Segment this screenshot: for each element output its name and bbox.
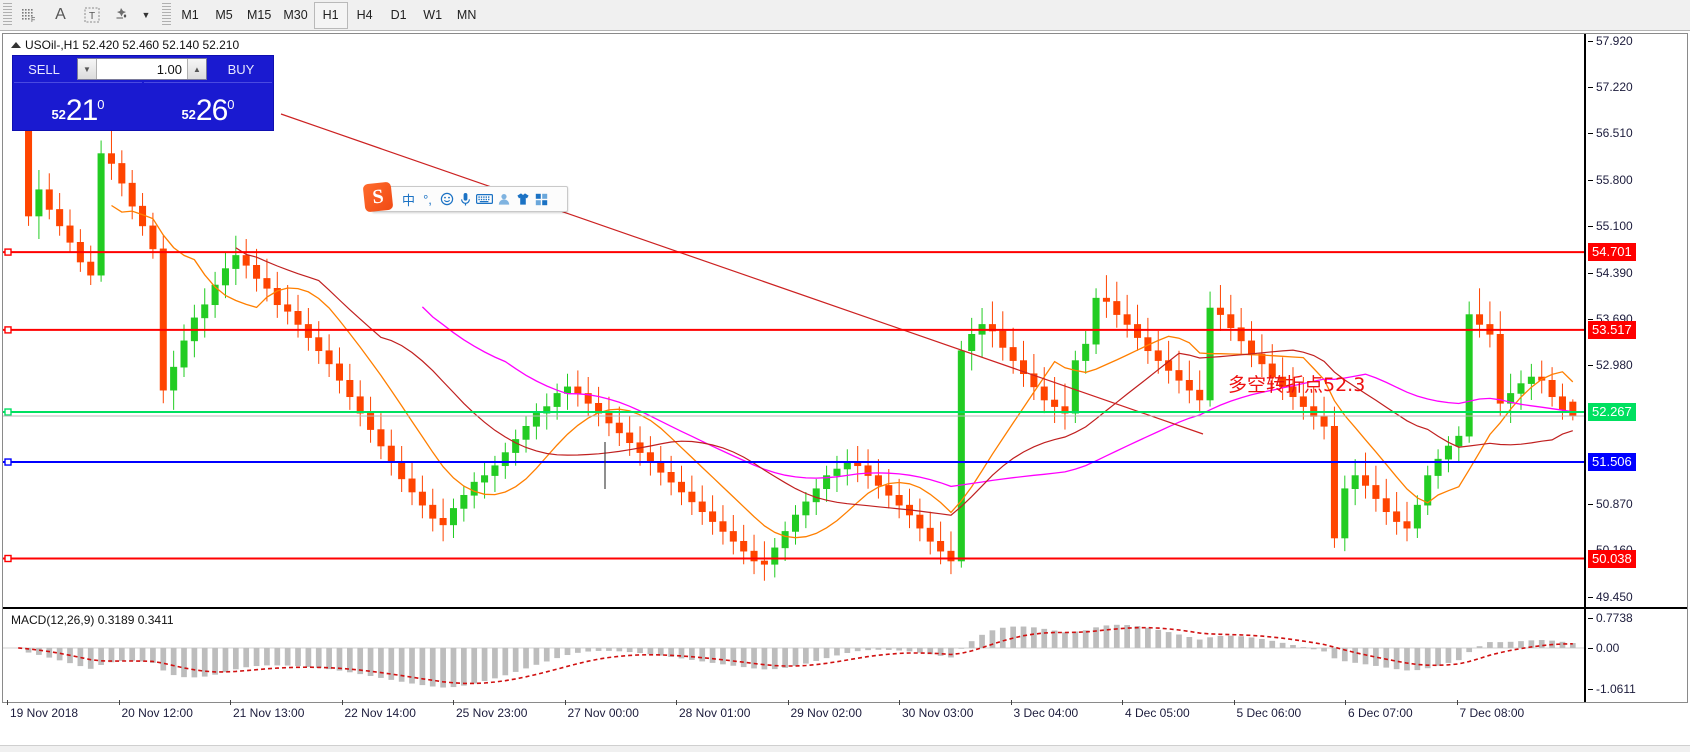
price-tick-label: 57.220 [1588,80,1633,94]
macd-tick-label: -1.0611 [1588,682,1636,696]
price-tick-label: 57.920 [1588,34,1633,48]
soft-keyboard-icon[interactable] [475,187,494,211]
punctuation-mode-icon[interactable]: °, [423,191,432,207]
macd-title: MACD(12,26,9) 0.3189 0.3411 [11,613,174,627]
time-tick-label: 5 Dec 06:00 [1233,700,1301,720]
price-level-badge[interactable]: 51.506 [1588,453,1636,472]
chart-title-bar: USOil-,H1 52.420 52.460 52.140 52.210 [11,38,239,52]
price-tick-label: 52.980 [1588,358,1633,372]
time-axis[interactable]: 19 Nov 2018 20 Nov 12:00 21 Nov 13:00 22 No… [2,700,1688,750]
voice-input-icon[interactable] [456,187,475,211]
timeframe-m5[interactable]: M5 [215,8,233,22]
pane-divider [3,607,1687,609]
toolbar-grip-2[interactable] [162,3,171,27]
svg-text:F: F [31,17,35,24]
price-level-badge[interactable]: 53.517 [1588,320,1636,339]
one-click-trading-panel[interactable]: SELL ▼ 1.00 ▲ BUY 52 21 0 52 26 0 [12,55,274,131]
price-tick-label: 49.450 [1588,590,1633,604]
time-tick-label: 27 Nov 00:00 [564,700,639,720]
macd-signal-line [18,626,1573,685]
chart-title-text: USOil-,H1 52.420 52.460 52.140 52.210 [25,38,240,52]
more-tools-icon[interactable] [532,187,551,211]
time-tick-label: 6 Dec 07:00 [1345,700,1413,720]
timeframe-w1[interactable]: W1 [423,8,443,22]
time-tick-label: 19 Nov 2018 [7,700,78,720]
timeframe-h1[interactable]: H1 [313,1,348,29]
price-level-badge[interactable]: 50.038 [1588,549,1636,568]
sell-button[interactable]: 52 21 0 [14,82,142,129]
buy-price-big: 26 [195,94,228,127]
timeframe-mn[interactable]: MN [456,8,477,22]
main-toolbar: F A T ▼ M1 M5 M15 M30 H1 H4 D1 W1 MN [0,0,1690,31]
candlesticks [14,71,1577,581]
trendline [280,113,1204,435]
price-level-badge[interactable]: 54.701 [1588,243,1636,262]
sell-price-fraction: 0 [97,97,105,112]
toolbar-grip-1[interactable] [3,3,12,27]
moving-average-line [111,204,1574,539]
price-tick-label: 56.510 [1588,126,1633,140]
language-mode-icon[interactable]: 中 [401,192,415,208]
time-tick-label: 3 Dec 04:00 [1010,700,1078,720]
sell-label: SELL [28,61,60,77]
time-tick-label: 20 Nov 12:00 [118,700,193,720]
skin-toolbox-icon[interactable] [513,187,532,211]
price-plot [3,71,1584,581]
timeframe-h4[interactable]: H4 [356,8,373,22]
moving-average-line [235,247,1573,516]
volume-decrement-icon[interactable]: ▼ [78,59,97,79]
trade-panel-top-row: SELL ▼ 1.00 ▲ BUY [13,56,273,82]
timeframe-m30[interactable]: M30 [283,8,308,22]
chart-annotation-text: 多空转折点52.3 [1228,374,1366,396]
buy-button[interactable]: 52 26 0 [144,82,272,129]
price-tick-label: 50.870 [1588,497,1633,511]
time-tick-label: 4 Dec 05:00 [1122,700,1190,720]
crosshair-grid-icon[interactable]: F [14,2,45,29]
objects-icon[interactable] [107,2,138,29]
timeframe-m1[interactable]: M1 [181,8,199,22]
time-tick-label: 22 Nov 14:00 [341,700,416,720]
collapse-triangle-icon[interactable] [11,42,21,48]
time-tick-label: 29 Nov 02:00 [787,700,862,720]
trade-panel-prices: 52 21 0 52 26 0 [13,82,273,130]
chevron-down-icon[interactable]: ▼ [141,10,151,20]
svg-text:T: T [88,11,94,22]
price-level-badge[interactable]: 52.267 [1588,403,1636,422]
sogou-ime-toolbar[interactable]: S 中 °, [362,181,568,213]
emoji-icon[interactable] [437,187,456,211]
macd-tick-label: 0.7738 [1588,611,1633,625]
user-account-icon[interactable] [494,187,513,211]
buy-label: BUY [227,61,255,77]
price-axis[interactable]: 57.920 57.220 56.510 55.800 55.100 54.390 53.6… [1586,34,1687,702]
price-tick-label: 54.390 [1588,266,1633,280]
sogou-logo-icon[interactable]: S [362,181,394,213]
price-axis-line [1584,34,1586,702]
buy-price-fraction: 0 [227,97,235,112]
time-tick-label: 25 Nov 23:00 [453,700,527,720]
buy-price-prefix: 52 [181,107,196,122]
sell-price-big: 21 [65,94,98,127]
chart-area[interactable]: USOil-,H1 52.420 52.460 52.140 52.210 MA… [2,33,1688,703]
volume-increment-icon[interactable]: ▲ [187,59,206,79]
time-tick-label: 28 Nov 01:00 [676,700,750,720]
volume-input[interactable]: 1.00 [156,61,182,77]
macd-histogram [25,624,1576,688]
time-tick-label: 21 Nov 13:00 [230,700,304,720]
chart-canvas-wrap: USOil-,H1 52.420 52.460 52.140 52.210 MA… [3,34,1687,702]
time-tick-label: 30 Nov 03:00 [899,700,973,720]
macd-tick-label: 0.00 [1588,641,1619,655]
price-tick-label: 55.800 [1588,173,1633,187]
sell-price-prefix: 52 [51,107,66,122]
timeframe-m15[interactable]: M15 [247,8,272,22]
time-tick-label: 7 Dec 08:00 [1456,700,1524,720]
moving-average-line [421,306,1573,488]
macd-plot [3,624,1584,688]
volume-stepper[interactable]: ▼ 1.00 ▲ [77,58,207,80]
timeframe-d1[interactable]: D1 [390,8,407,22]
text-tool-icon[interactable]: A [55,6,66,23]
status-bar [0,745,1690,752]
text-label-icon[interactable]: T [76,2,107,29]
price-tick-label: 55.100 [1588,219,1633,233]
